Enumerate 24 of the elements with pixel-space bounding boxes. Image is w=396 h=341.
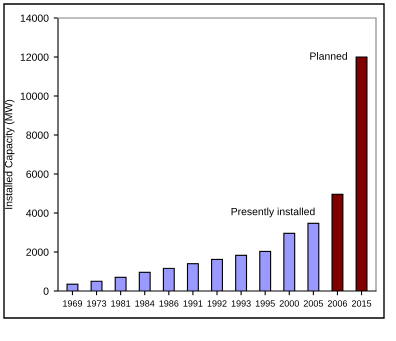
y-tick-label: 6000 <box>26 170 49 178</box>
x-tick-label: 1992 <box>208 300 227 307</box>
x-tick-label: 2005 <box>304 300 324 307</box>
y-tick-label: 0 <box>44 288 49 295</box>
x-tick-label: 1969 <box>63 300 82 307</box>
x-tick-label: 1993 <box>232 300 251 307</box>
y-axis-title: Installed Capacity (MW) <box>4 100 14 209</box>
x-tick-label: 2015 <box>352 300 372 307</box>
y-tick-label: 8000 <box>26 132 49 139</box>
annotation: Planned <box>310 52 347 60</box>
y-tick-label: 12000 <box>20 54 49 61</box>
x-tick-label: 1991 <box>184 300 203 307</box>
x-tick-label: 1984 <box>135 300 155 307</box>
annotation: Presently installed <box>232 208 315 218</box>
x-tick-label: 2000 <box>280 300 299 307</box>
x-tick-label: 1973 <box>87 300 106 307</box>
y-tick-label: 10000 <box>20 92 49 100</box>
x-tick-label: 1986 <box>159 300 178 307</box>
x-tick-label: 2006 <box>328 300 348 307</box>
y-tick-label: 4000 <box>26 210 49 217</box>
x-tick-label: 1995 <box>256 300 275 307</box>
y-tick-label: 2000 <box>26 248 49 256</box>
x-tick-label: 1981 <box>111 300 130 307</box>
y-tick-label: 14000 <box>20 14 49 22</box>
